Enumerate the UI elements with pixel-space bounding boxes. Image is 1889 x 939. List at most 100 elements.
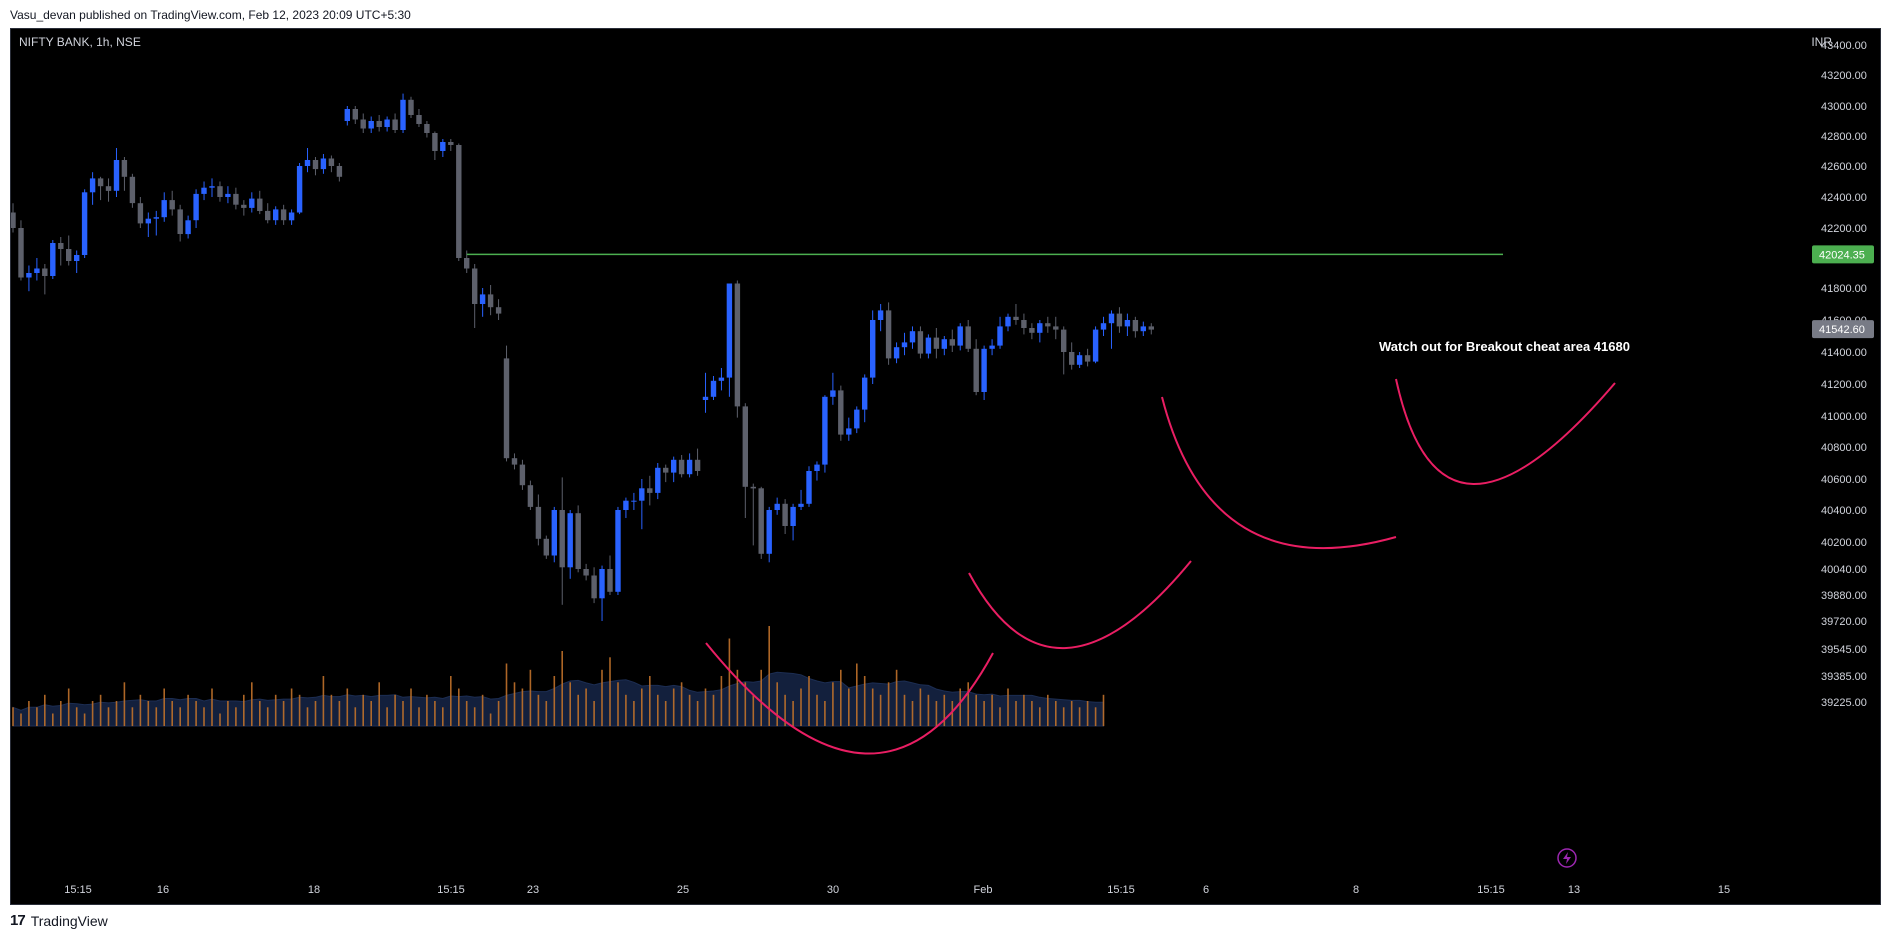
volume-bar <box>75 707 78 727</box>
candles <box>11 93 1154 621</box>
volume-bar <box>911 701 914 726</box>
candle-body <box>615 510 621 592</box>
candle-body <box>519 464 526 486</box>
volume-bar <box>887 682 890 727</box>
candle-body <box>933 337 940 349</box>
volume-bar <box>243 694 245 727</box>
volume-bar <box>1070 701 1073 726</box>
candle-body <box>901 342 908 348</box>
volume-bar <box>704 688 707 726</box>
volume-bar <box>696 701 699 726</box>
candle-body <box>408 99 414 115</box>
volume-bar <box>107 707 110 727</box>
candle-body <box>535 506 542 539</box>
volume-bar <box>179 707 181 727</box>
candle-body <box>193 193 199 221</box>
candle-body <box>217 186 223 197</box>
volume-bar <box>792 701 794 726</box>
volume-bar <box>617 682 619 727</box>
candle-body <box>1132 320 1139 332</box>
candle-body <box>806 471 812 504</box>
candle-body <box>511 458 518 465</box>
tradingview-logo[interactable]: 17 TradingView <box>10 912 108 929</box>
volume-bar <box>171 701 173 726</box>
breakout-annotation: Watch out for Breakout cheat area 41680 <box>1379 339 1630 354</box>
candle-body <box>591 575 597 599</box>
candle-body <box>893 347 900 359</box>
volume-bar <box>1094 707 1097 727</box>
price-tick-label: 43400.00 <box>1821 40 1867 52</box>
volume-bar <box>513 682 516 727</box>
volume-bar <box>203 707 205 727</box>
volume-bar <box>712 694 715 727</box>
volume-bar <box>688 694 691 727</box>
time-tick-label: 15:15 <box>1477 884 1505 896</box>
lightning-icon[interactable] <box>1557 848 1577 868</box>
volume-bar <box>426 694 428 727</box>
price-axis[interactable]: 43400.00 43200.00 43000.00 42800.00 42600.00… <box>1812 40 1874 709</box>
candle-body <box>647 488 653 493</box>
volume-bar <box>322 676 325 726</box>
volume-bar <box>1055 701 1057 726</box>
volume-bar <box>211 688 213 726</box>
volume-bar <box>20 713 22 726</box>
candle-body <box>1037 323 1043 333</box>
candle-body <box>89 178 96 193</box>
candle-body <box>1100 323 1107 330</box>
candle-body <box>798 503 804 507</box>
volume-bar <box>784 694 786 727</box>
candle-body <box>862 377 868 410</box>
candle-body <box>981 348 987 392</box>
candle-body <box>838 390 844 435</box>
candle-body <box>225 193 231 197</box>
candle-body <box>1021 320 1027 328</box>
candle-body <box>177 209 183 234</box>
candle-body <box>846 428 852 435</box>
volume-bar <box>824 701 826 726</box>
volume-bar <box>465 701 468 726</box>
candle-body <box>1061 329 1067 352</box>
candle-body <box>734 283 741 407</box>
time-tick-label: 15:15 <box>64 884 92 896</box>
chart-frame[interactable]: 43400.00 43200.00 43000.00 42800.00 42600.00… <box>10 28 1881 905</box>
price-tick-label: 43000.00 <box>1821 101 1867 113</box>
time-tick-label: 15:15 <box>437 884 465 896</box>
volume-bar <box>163 688 165 726</box>
volume-bar <box>935 701 938 726</box>
candle-body <box>527 485 534 507</box>
volume-bar <box>919 688 922 726</box>
time-axis[interactable]: 15:15 16 18 15:15 23 25 30 Feb 15:15 6 8 15:15 13 15 <box>64 884 1730 896</box>
candle-body <box>209 186 215 188</box>
candle-body <box>750 486 756 489</box>
candlestick-chart[interactable]: 43400.00 43200.00 43000.00 42800.00 42600.00… <box>11 29 1880 904</box>
candle-body <box>11 212 16 228</box>
volume-bar <box>728 638 731 726</box>
candle-body <box>583 569 589 576</box>
time-tick-label: 8 <box>1353 884 1359 896</box>
tradingview-mark-icon: 17 <box>10 912 26 929</box>
candle-body <box>352 109 358 120</box>
volume-bar <box>298 694 301 727</box>
volume-bar <box>362 694 364 727</box>
volume-bar <box>593 701 595 726</box>
volume-bar <box>585 688 587 726</box>
volume-bar <box>991 694 993 727</box>
volume-bar <box>314 701 317 726</box>
volume-bar <box>1007 688 1009 726</box>
volume-bar <box>672 688 675 726</box>
symbol-title[interactable]: NIFTY BANK, 1h, NSE <box>19 35 141 49</box>
candle-body <box>663 467 669 473</box>
volume-bar <box>657 694 659 727</box>
candle-body <box>551 510 557 556</box>
candle-body <box>559 510 565 568</box>
candle-body <box>718 377 725 381</box>
volume-bar <box>569 682 571 727</box>
time-tick-label: Feb <box>974 884 993 896</box>
candle-body <box>1140 326 1146 332</box>
candle-body <box>623 500 629 510</box>
volume-bar <box>545 701 548 726</box>
volume-bar <box>983 701 985 726</box>
candle-body <box>989 345 995 349</box>
price-tick-label: 42400.00 <box>1821 192 1867 204</box>
candle-body <box>1053 326 1059 330</box>
